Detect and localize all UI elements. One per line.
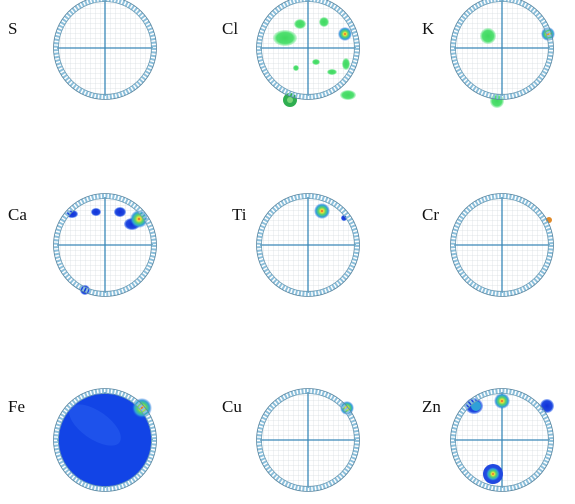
element-label: Ti: [232, 205, 247, 224]
hotspot: [342, 58, 350, 70]
k-map: [480, 27, 555, 108]
hotspot: [319, 17, 329, 27]
element-label: Cu: [222, 397, 242, 416]
dial: [56, 0, 154, 97]
hotspot: [340, 90, 356, 100]
hotspot: [341, 215, 347, 221]
ti-map: [314, 203, 347, 221]
dial: [453, 196, 551, 294]
hotspot: [91, 208, 101, 216]
hotspot: [327, 69, 337, 75]
hotspot: [293, 65, 299, 71]
element-label: Fe: [8, 397, 25, 416]
dial: [259, 196, 357, 294]
element-label: S: [8, 19, 17, 38]
hotspot: [80, 285, 90, 295]
hotspot: [338, 27, 352, 41]
hotspot: [314, 203, 330, 219]
background-signal: [69, 404, 121, 446]
dial: [259, 0, 357, 97]
hotspot: [287, 97, 293, 103]
cl-map: [273, 17, 356, 107]
hotspot: [312, 59, 320, 65]
element-label: K: [422, 19, 435, 38]
element-label: Cl: [222, 19, 238, 38]
hotspot: [132, 398, 152, 418]
fe-map: [58, 393, 152, 487]
element-label: Cr: [422, 205, 439, 224]
hotspot: [480, 28, 496, 44]
hotspot: [114, 207, 126, 217]
hotspot: [494, 393, 510, 409]
hotspot: [541, 27, 555, 41]
element-label: Zn: [422, 397, 441, 416]
hotspot: [273, 30, 297, 46]
hotspot: [294, 19, 306, 29]
hotspot: [486, 467, 500, 481]
dial: [453, 0, 551, 97]
element-label: Ca: [8, 205, 27, 224]
